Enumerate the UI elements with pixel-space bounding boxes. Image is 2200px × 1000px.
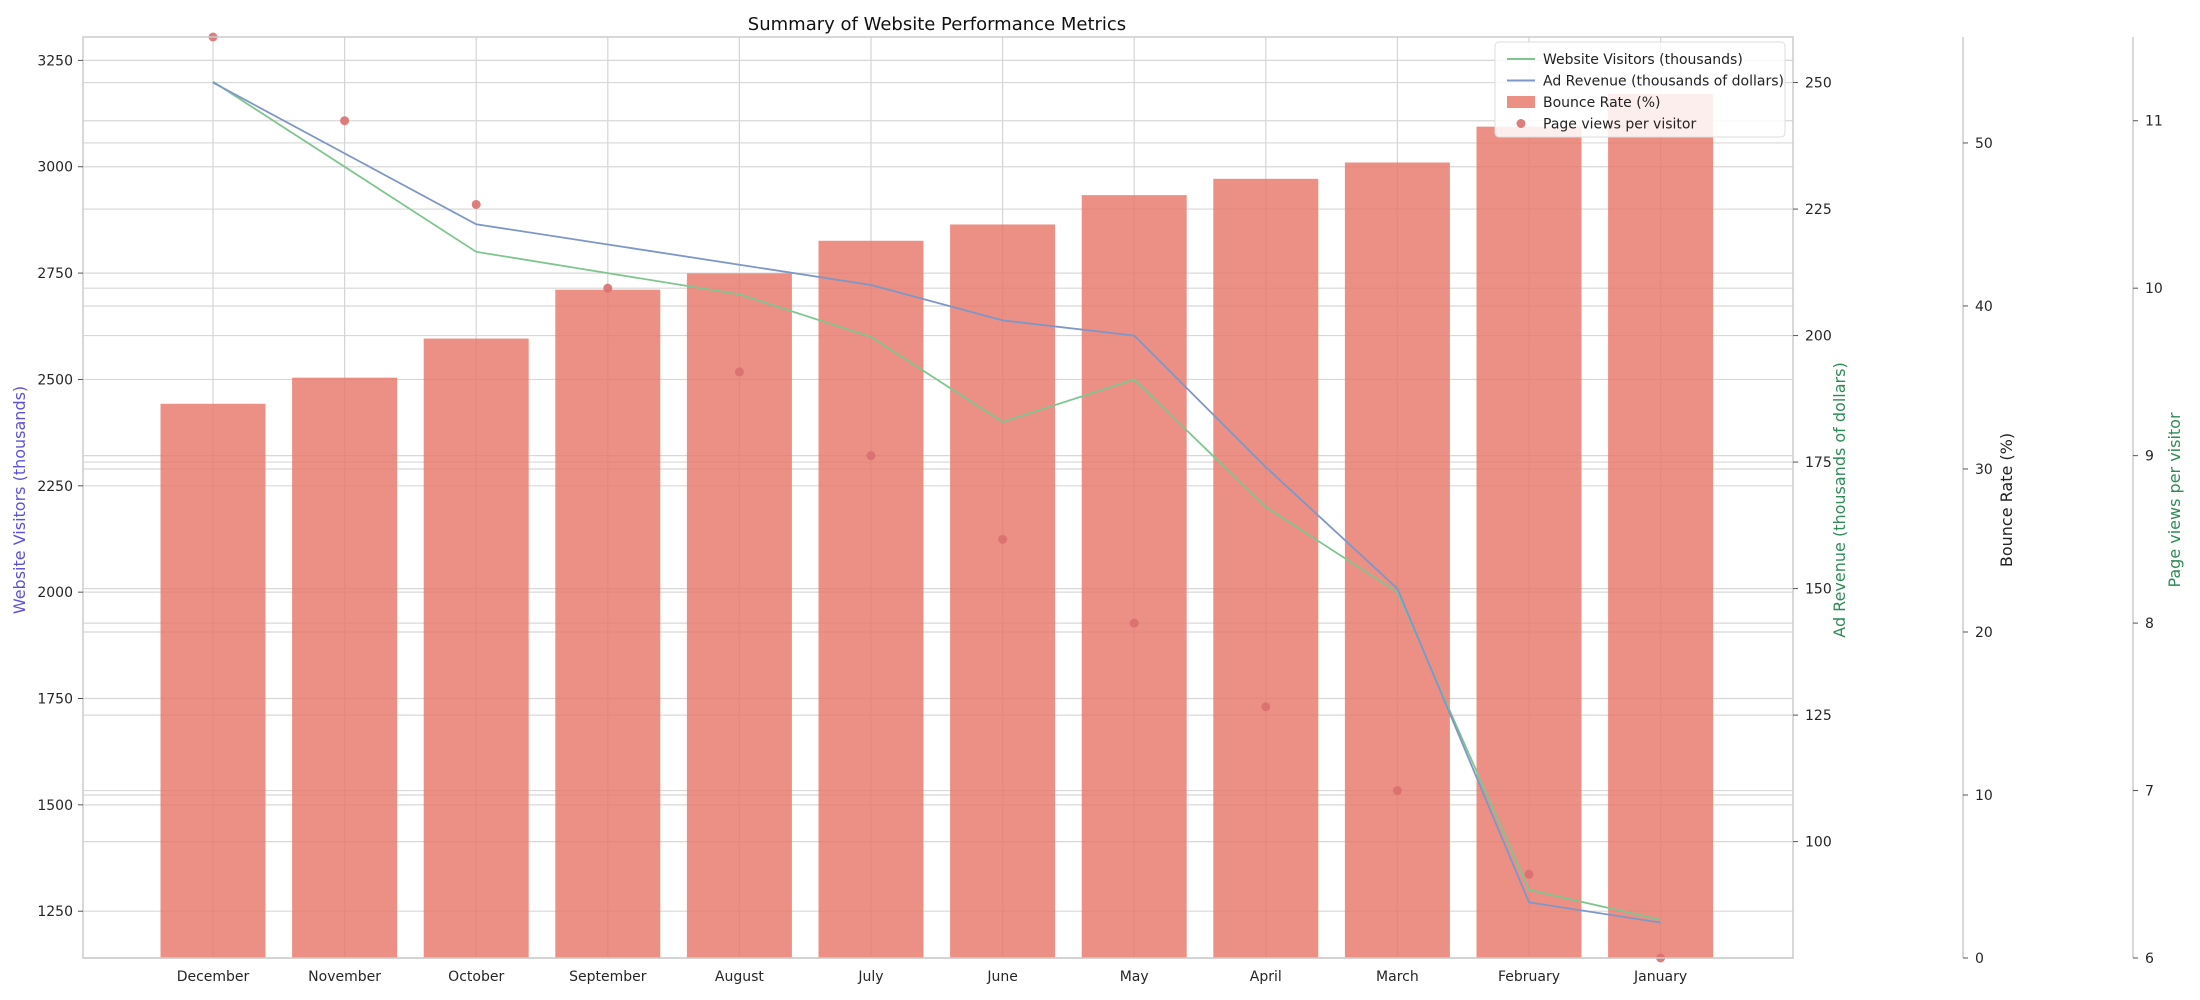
x-tick-label: August xyxy=(715,969,765,985)
x-tick-label: January xyxy=(1633,969,1687,985)
pageviews-point xyxy=(1524,869,1534,879)
pageviews-point xyxy=(1261,702,1271,712)
x-tick-label: November xyxy=(308,969,381,985)
legend-bounce-key xyxy=(1507,96,1535,108)
bounce-rate-bar xyxy=(160,403,266,958)
revenue-axis-label: Ad Revenue (thousands of dollars) xyxy=(1830,362,1849,637)
bounce-axis-label: Bounce Rate (%) xyxy=(1997,433,2016,567)
pageviews-tick-label: 10 xyxy=(2145,281,2163,297)
pageviews-point xyxy=(734,367,744,377)
pageviews-point xyxy=(866,451,876,461)
visitors-tick-label: 2500 xyxy=(37,372,73,388)
legend-bounce-label: Bounce Rate (%) xyxy=(1543,95,1660,111)
visitors-tick-label: 2000 xyxy=(37,585,73,601)
bounce-tick-label: 20 xyxy=(1975,625,1993,641)
point-layer xyxy=(208,32,1666,963)
pageviews-tick-label: 11 xyxy=(2145,114,2163,130)
axis-layer: December November October September August Ju… xyxy=(10,36,2184,985)
chart-title: Summary of Website Performance Metrics xyxy=(748,14,1126,35)
bounce-rate-bar xyxy=(818,240,924,959)
legend-pageviews-label: Page views per visitor xyxy=(1543,117,1696,133)
visitors-tick-label: 1750 xyxy=(37,692,73,708)
x-tick-label: February xyxy=(1498,969,1560,985)
visitors-tick-label: 1250 xyxy=(37,904,73,920)
x-tick-label: July xyxy=(857,969,883,985)
bounce-tick-label: 40 xyxy=(1975,299,1993,315)
bounce-tick-label: 50 xyxy=(1975,136,1993,152)
pageviews-point xyxy=(1129,618,1139,628)
revenue-line xyxy=(212,81,1661,924)
pageviews-point xyxy=(1392,786,1402,796)
visitors-tick-label: 2750 xyxy=(37,266,73,282)
revenue-tick-label: 175 xyxy=(1805,455,1832,471)
x-tick-label: June xyxy=(986,969,1018,985)
bounce-tick-label: 0 xyxy=(1975,951,1984,967)
bounce-rate-bar xyxy=(950,224,1056,958)
revenue-tick-label: 225 xyxy=(1805,202,1832,218)
legend-pageviews-key xyxy=(1516,119,1526,128)
bounce-rate-bar xyxy=(1213,178,1319,959)
x-tick-label: March xyxy=(1376,969,1419,985)
bounce-rate-bar xyxy=(292,377,398,959)
legend-visitors-label: Website Visitors (thousands) xyxy=(1543,52,1743,68)
x-tick-label: May xyxy=(1120,969,1149,985)
pageviews-tick-label: 7 xyxy=(2145,784,2154,800)
visitors-axis-label: Website Visitors (thousands) xyxy=(10,386,29,614)
visitors-tick-label: 3250 xyxy=(37,53,73,69)
legend-box xyxy=(1494,41,1786,138)
pageviews-point xyxy=(471,199,481,209)
revenue-tick-label: 250 xyxy=(1805,76,1832,92)
bounce-rate-bar xyxy=(423,338,529,958)
visitors-tick-label: 1500 xyxy=(37,798,73,814)
line-layer xyxy=(212,80,1661,924)
revenue-tick-label: 150 xyxy=(1805,582,1832,598)
legend-revenue-label: Ad Revenue (thousands of dollars) xyxy=(1543,74,1784,90)
visitors-tick-label: 3000 xyxy=(37,160,73,176)
bounce-rate-bar xyxy=(1476,126,1582,959)
bounce-tick-label: 30 xyxy=(1975,462,1993,478)
pageviews-axis-label: Page views per visitor xyxy=(2165,412,2184,588)
revenue-tick-label: 100 xyxy=(1805,835,1832,851)
bounce-rate-bar xyxy=(1608,94,1714,958)
bounce-rate-bar xyxy=(1081,195,1187,958)
bounce-tick-label: 10 xyxy=(1975,788,1993,804)
visitors-tick-label: 2250 xyxy=(37,479,73,495)
pageviews-point xyxy=(340,116,350,126)
bounce-rate-bar xyxy=(686,273,792,959)
pageviews-point xyxy=(998,534,1008,544)
bounce-rate-bar xyxy=(1344,162,1450,958)
revenue-tick-label: 125 xyxy=(1805,708,1832,724)
revenue-tick-label: 200 xyxy=(1805,329,1832,345)
bounce-rate-bar xyxy=(555,289,661,959)
pageviews-tick-label: 8 xyxy=(2145,616,2154,632)
plot-frame xyxy=(82,36,1794,959)
x-tick-label: September xyxy=(569,969,647,985)
pageviews-point xyxy=(603,283,613,293)
pageviews-tick-label: 9 xyxy=(2145,449,2154,465)
x-tick-label: April xyxy=(1250,969,1282,985)
pageviews-tick-label: 6 xyxy=(2145,951,2154,967)
x-tick-label: October xyxy=(448,969,504,985)
legend: Website Visitors (thousands) Ad Revenue (… xyxy=(1494,41,1786,138)
x-tick-label: December xyxy=(177,969,250,985)
